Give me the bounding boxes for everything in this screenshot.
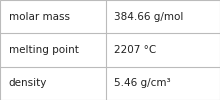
Text: density: density bbox=[9, 78, 47, 88]
Text: 2207 °C: 2207 °C bbox=[114, 45, 157, 55]
Text: 384.66 g/mol: 384.66 g/mol bbox=[114, 12, 184, 22]
Text: molar mass: molar mass bbox=[9, 12, 70, 22]
Text: melting point: melting point bbox=[9, 45, 79, 55]
Text: 5.46 g/cm³: 5.46 g/cm³ bbox=[114, 78, 171, 88]
